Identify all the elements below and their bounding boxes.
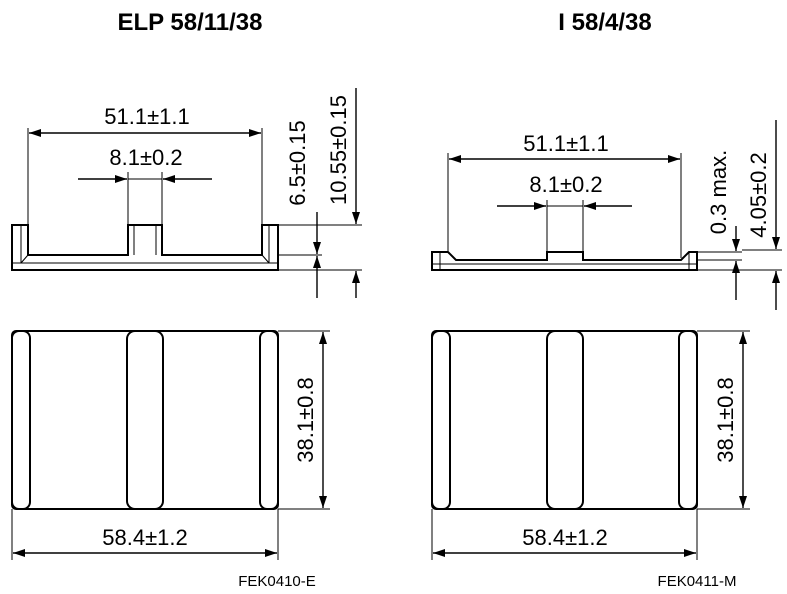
elp-outer-leg-right bbox=[259, 330, 279, 510]
dim-label: 51.1±1.1 bbox=[104, 104, 189, 129]
right-title: I 58/4/38 bbox=[558, 9, 651, 36]
left-side-view bbox=[11, 224, 279, 271]
left-dim-inner-width: 51.1±1.1 bbox=[27, 104, 263, 250]
left-dim-depth: 38.1±0.8 bbox=[278, 330, 330, 510]
dim-label: 8.1±0.2 bbox=[109, 145, 182, 170]
dim-label: 10.55±0.15 bbox=[326, 95, 351, 205]
dim-label: 8.1±0.2 bbox=[529, 172, 602, 197]
right-figure-code: FEK0411-M bbox=[658, 573, 737, 590]
left-top-view bbox=[11, 330, 279, 510]
left-dim-heights: 6.5±0.15 10.55±0.15 bbox=[278, 88, 362, 298]
dim-label: 38.1±0.8 bbox=[293, 377, 318, 462]
left-dim-slot: 8.1±0.2 bbox=[78, 145, 212, 225]
dim-label: 58.4±1.2 bbox=[522, 525, 607, 550]
left-figure-code: FEK0410-E bbox=[238, 573, 316, 590]
i-core-profile bbox=[431, 251, 698, 271]
dim-label: 58.4±1.2 bbox=[102, 525, 187, 550]
dim-label: 6.5±0.15 bbox=[285, 120, 310, 205]
right-dim-outer-width: 58.4±1.2 bbox=[431, 509, 698, 560]
right-side-view bbox=[431, 251, 698, 271]
right-top-view bbox=[431, 330, 698, 510]
i-center-strip bbox=[546, 330, 584, 510]
right-dim-depth: 38.1±0.8 bbox=[697, 330, 750, 510]
left-dim-outer-width: 58.4±1.2 bbox=[11, 509, 279, 560]
elp-outer-leg-left bbox=[11, 330, 31, 510]
right-dim-inner-width: 51.1±1.1 bbox=[447, 131, 682, 258]
elp-chamfer-right bbox=[261, 254, 270, 264]
dim-label: 4.05±0.2 bbox=[746, 152, 771, 237]
dim-label: 38.1±0.8 bbox=[713, 377, 738, 462]
dim-label: 51.1±1.1 bbox=[523, 131, 608, 156]
elp-center-leg bbox=[126, 330, 164, 510]
i-end-strip-left bbox=[431, 330, 451, 510]
right-dim-slot: 8.1±0.2 bbox=[497, 172, 632, 252]
elp-chamfer-left bbox=[20, 254, 29, 264]
left-title: ELP 58/11/38 bbox=[117, 9, 262, 36]
i-end-strip-right bbox=[678, 330, 698, 510]
dim-label: 0.3 max. bbox=[706, 150, 731, 234]
right-dim-heights: 0.3 max. 4.05±0.2 bbox=[697, 120, 782, 310]
